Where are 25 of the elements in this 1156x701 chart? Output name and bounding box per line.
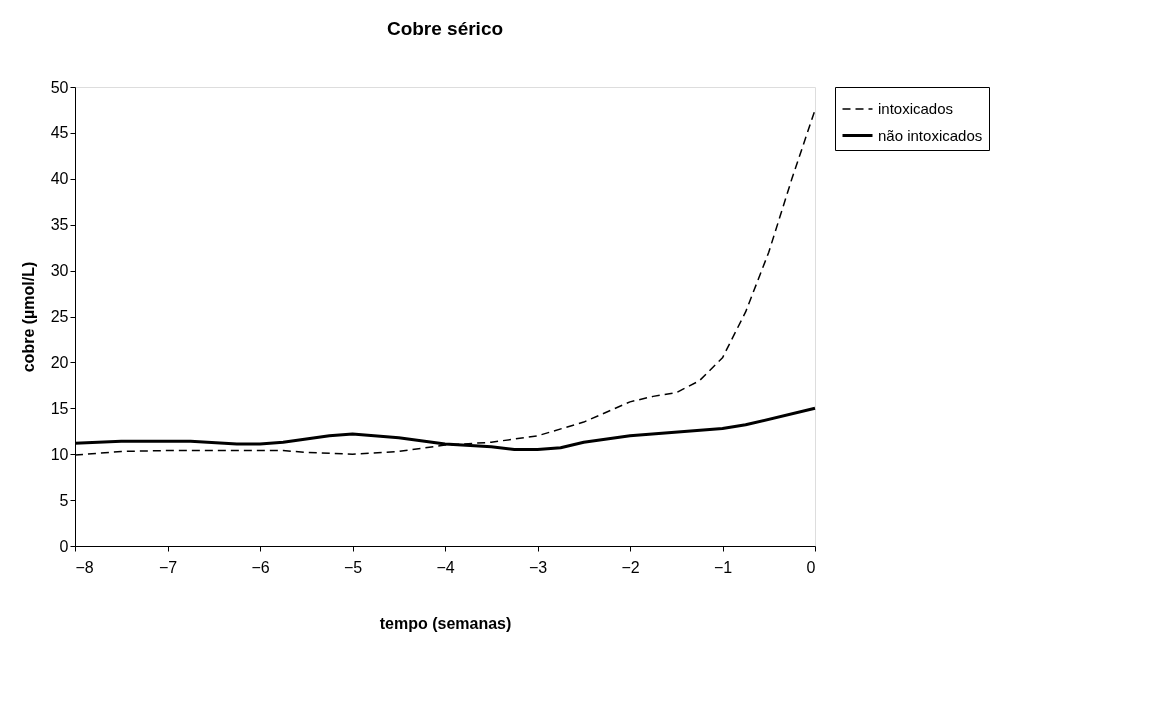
x-tick-label: −7 [158,558,178,576]
x-tick-label: −4 [436,558,455,576]
y-tick-label: 30 [50,262,69,280]
x-tick-label: −8 [75,558,94,576]
y-tick-label: 10 [50,445,69,463]
x-tick-label: −3 [528,558,548,576]
y-tick-label: 15 [50,399,69,417]
x-tick-label: −5 [343,558,363,576]
y-tick-label: 45 [50,124,69,142]
legend-label: não intoxicados [878,126,983,144]
x-tick-label: −6 [251,558,270,576]
x-tick-label: −2 [621,558,640,576]
x-tick-label: 0 [806,558,816,576]
legend-label: intoxicados [878,100,954,117]
chart-title: Cobre sérico [386,18,504,39]
y-tick-label: 50 [50,78,69,96]
x-tick-label: −1 [713,558,733,576]
y-tick-label: 5 [59,491,69,509]
y-tick-label: 0 [59,537,69,555]
y-tick-label: 35 [50,216,69,234]
x-axis-title: tempo (semanas) [379,614,512,632]
y-tick-label: 40 [50,170,69,188]
y-axis-title: cobre (µmol/L) [19,261,37,373]
y-tick-label: 20 [50,353,69,371]
y-tick-label: 25 [50,308,69,325]
